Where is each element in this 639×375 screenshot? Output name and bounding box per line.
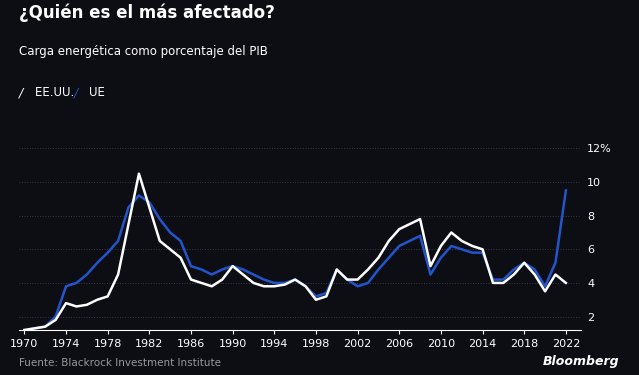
Text: /: / <box>19 86 27 99</box>
Text: /: / <box>73 86 82 99</box>
Text: Carga energética como porcentaje del PIB: Carga energética como porcentaje del PIB <box>19 45 268 58</box>
Text: EE.UU.: EE.UU. <box>35 86 82 99</box>
Text: Bloomberg: Bloomberg <box>543 354 620 368</box>
Text: UE: UE <box>89 86 105 99</box>
Text: ¿Quién es el más afectado?: ¿Quién es el más afectado? <box>19 4 275 22</box>
Text: Fuente: Blackrock Investment Institute: Fuente: Blackrock Investment Institute <box>19 357 221 368</box>
